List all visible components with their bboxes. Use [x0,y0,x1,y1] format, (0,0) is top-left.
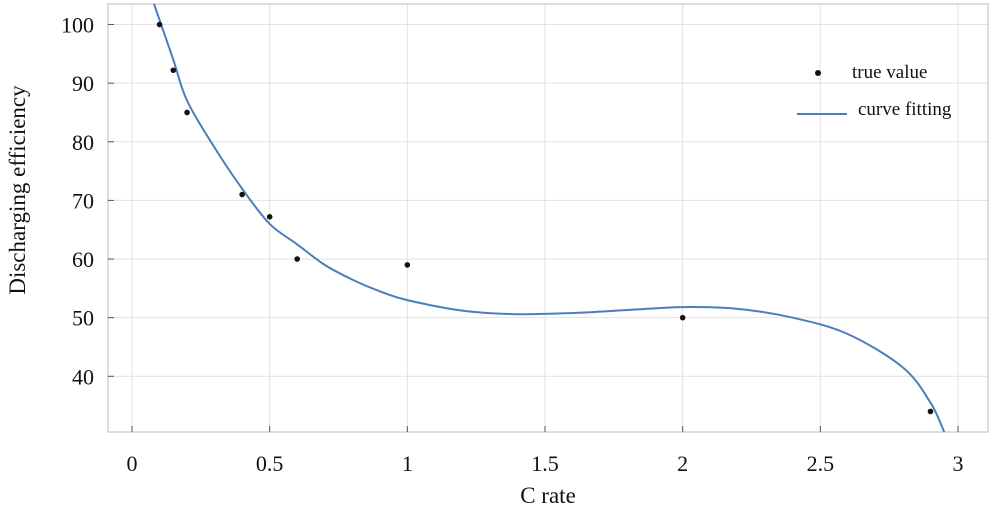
y-tick-label: 90 [72,71,94,96]
y-tick-label: 40 [72,364,94,389]
true-value-point [266,214,273,220]
x-tick-label: 0.5 [256,451,284,476]
legend-label-true-value: true value [852,62,927,83]
true-value-point [927,408,934,415]
x-tick-label: 2 [677,451,688,476]
legend-label-curve-fitting: curve fitting [858,99,952,120]
true-value-point [239,191,245,198]
true-value-point [294,256,301,262]
true-value-point [156,21,163,28]
y-axis-title: Discharging efficiency [5,85,30,295]
y-tick-label: 70 [72,188,94,213]
true-value-point [679,314,686,321]
plot-area-frame [107,3,989,433]
ticks-layer: 0 0.5 1 1.5 2 2.5 3 40 50 60 70 80 90 100 [61,13,964,476]
curve-layer [153,3,946,433]
legend: true value curve fitting [797,62,952,120]
y-tick-label: 50 [72,306,94,331]
points-layer [156,21,934,415]
true-value-point [404,262,411,268]
grid-layer [108,4,988,432]
x-tick-label: 1 [402,451,413,476]
true-value-point [184,109,190,116]
x-tick-label: 1.5 [531,451,559,476]
x-tick-label: 0 [127,451,138,476]
curve-fitting-line [153,3,946,433]
x-tick-label: 2.5 [807,451,835,476]
y-tick-label: 80 [72,130,94,155]
legend-marker-true-value [815,70,821,76]
x-tick-label: 3 [953,451,964,476]
y-tick-label: 60 [72,247,94,272]
true-value-point [170,67,177,74]
y-tick-label: 100 [61,13,94,38]
x-axis-title: C rate [520,483,576,508]
